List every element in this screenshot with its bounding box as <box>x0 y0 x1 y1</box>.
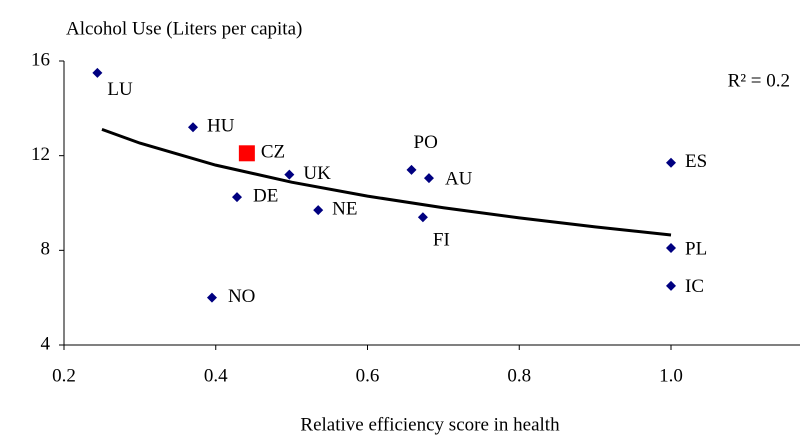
y-tick-label: 16 <box>31 49 50 70</box>
point <box>284 169 295 180</box>
point <box>666 280 677 291</box>
y-tick-label: 4 <box>41 333 51 354</box>
y-tick-label: 8 <box>41 239 51 260</box>
point-label: UK <box>303 163 331 184</box>
point-label: DE <box>253 185 278 206</box>
y-tick-label: 12 <box>31 144 50 165</box>
point-label: CZ <box>261 142 285 163</box>
point <box>423 173 434 184</box>
point-label: FI <box>433 230 450 251</box>
point <box>187 122 198 133</box>
point-label: NO <box>228 286 255 307</box>
point <box>238 145 255 162</box>
point-label: LU <box>107 79 133 100</box>
point <box>313 205 324 216</box>
y-axis-label: Alcohol Use (Liters per capita) <box>66 18 302 39</box>
point-label: PO <box>414 132 438 153</box>
point <box>666 157 677 168</box>
point <box>417 212 428 223</box>
point-label: ES <box>685 151 707 172</box>
x-tick-label: 0.6 <box>356 365 380 386</box>
point <box>406 164 417 175</box>
x-axis-label: Relative efficiency score in health <box>300 414 560 435</box>
point-label: PL <box>685 238 707 259</box>
point-label: NE <box>332 198 357 219</box>
trendline <box>101 127 672 237</box>
point-label: AU <box>445 169 473 190</box>
annotation: R² = 0.2 <box>728 70 790 91</box>
point-label: IC <box>685 276 704 297</box>
x-tick-label: 0.8 <box>507 365 531 386</box>
point <box>231 192 242 203</box>
x-tick-label: 1.0 <box>659 365 683 386</box>
point <box>92 67 103 78</box>
x-tick-label: 0.4 <box>204 365 228 386</box>
point-label: HU <box>207 116 235 137</box>
x-tick-label: 0.2 <box>52 365 76 386</box>
point <box>666 242 677 253</box>
point <box>206 292 217 303</box>
